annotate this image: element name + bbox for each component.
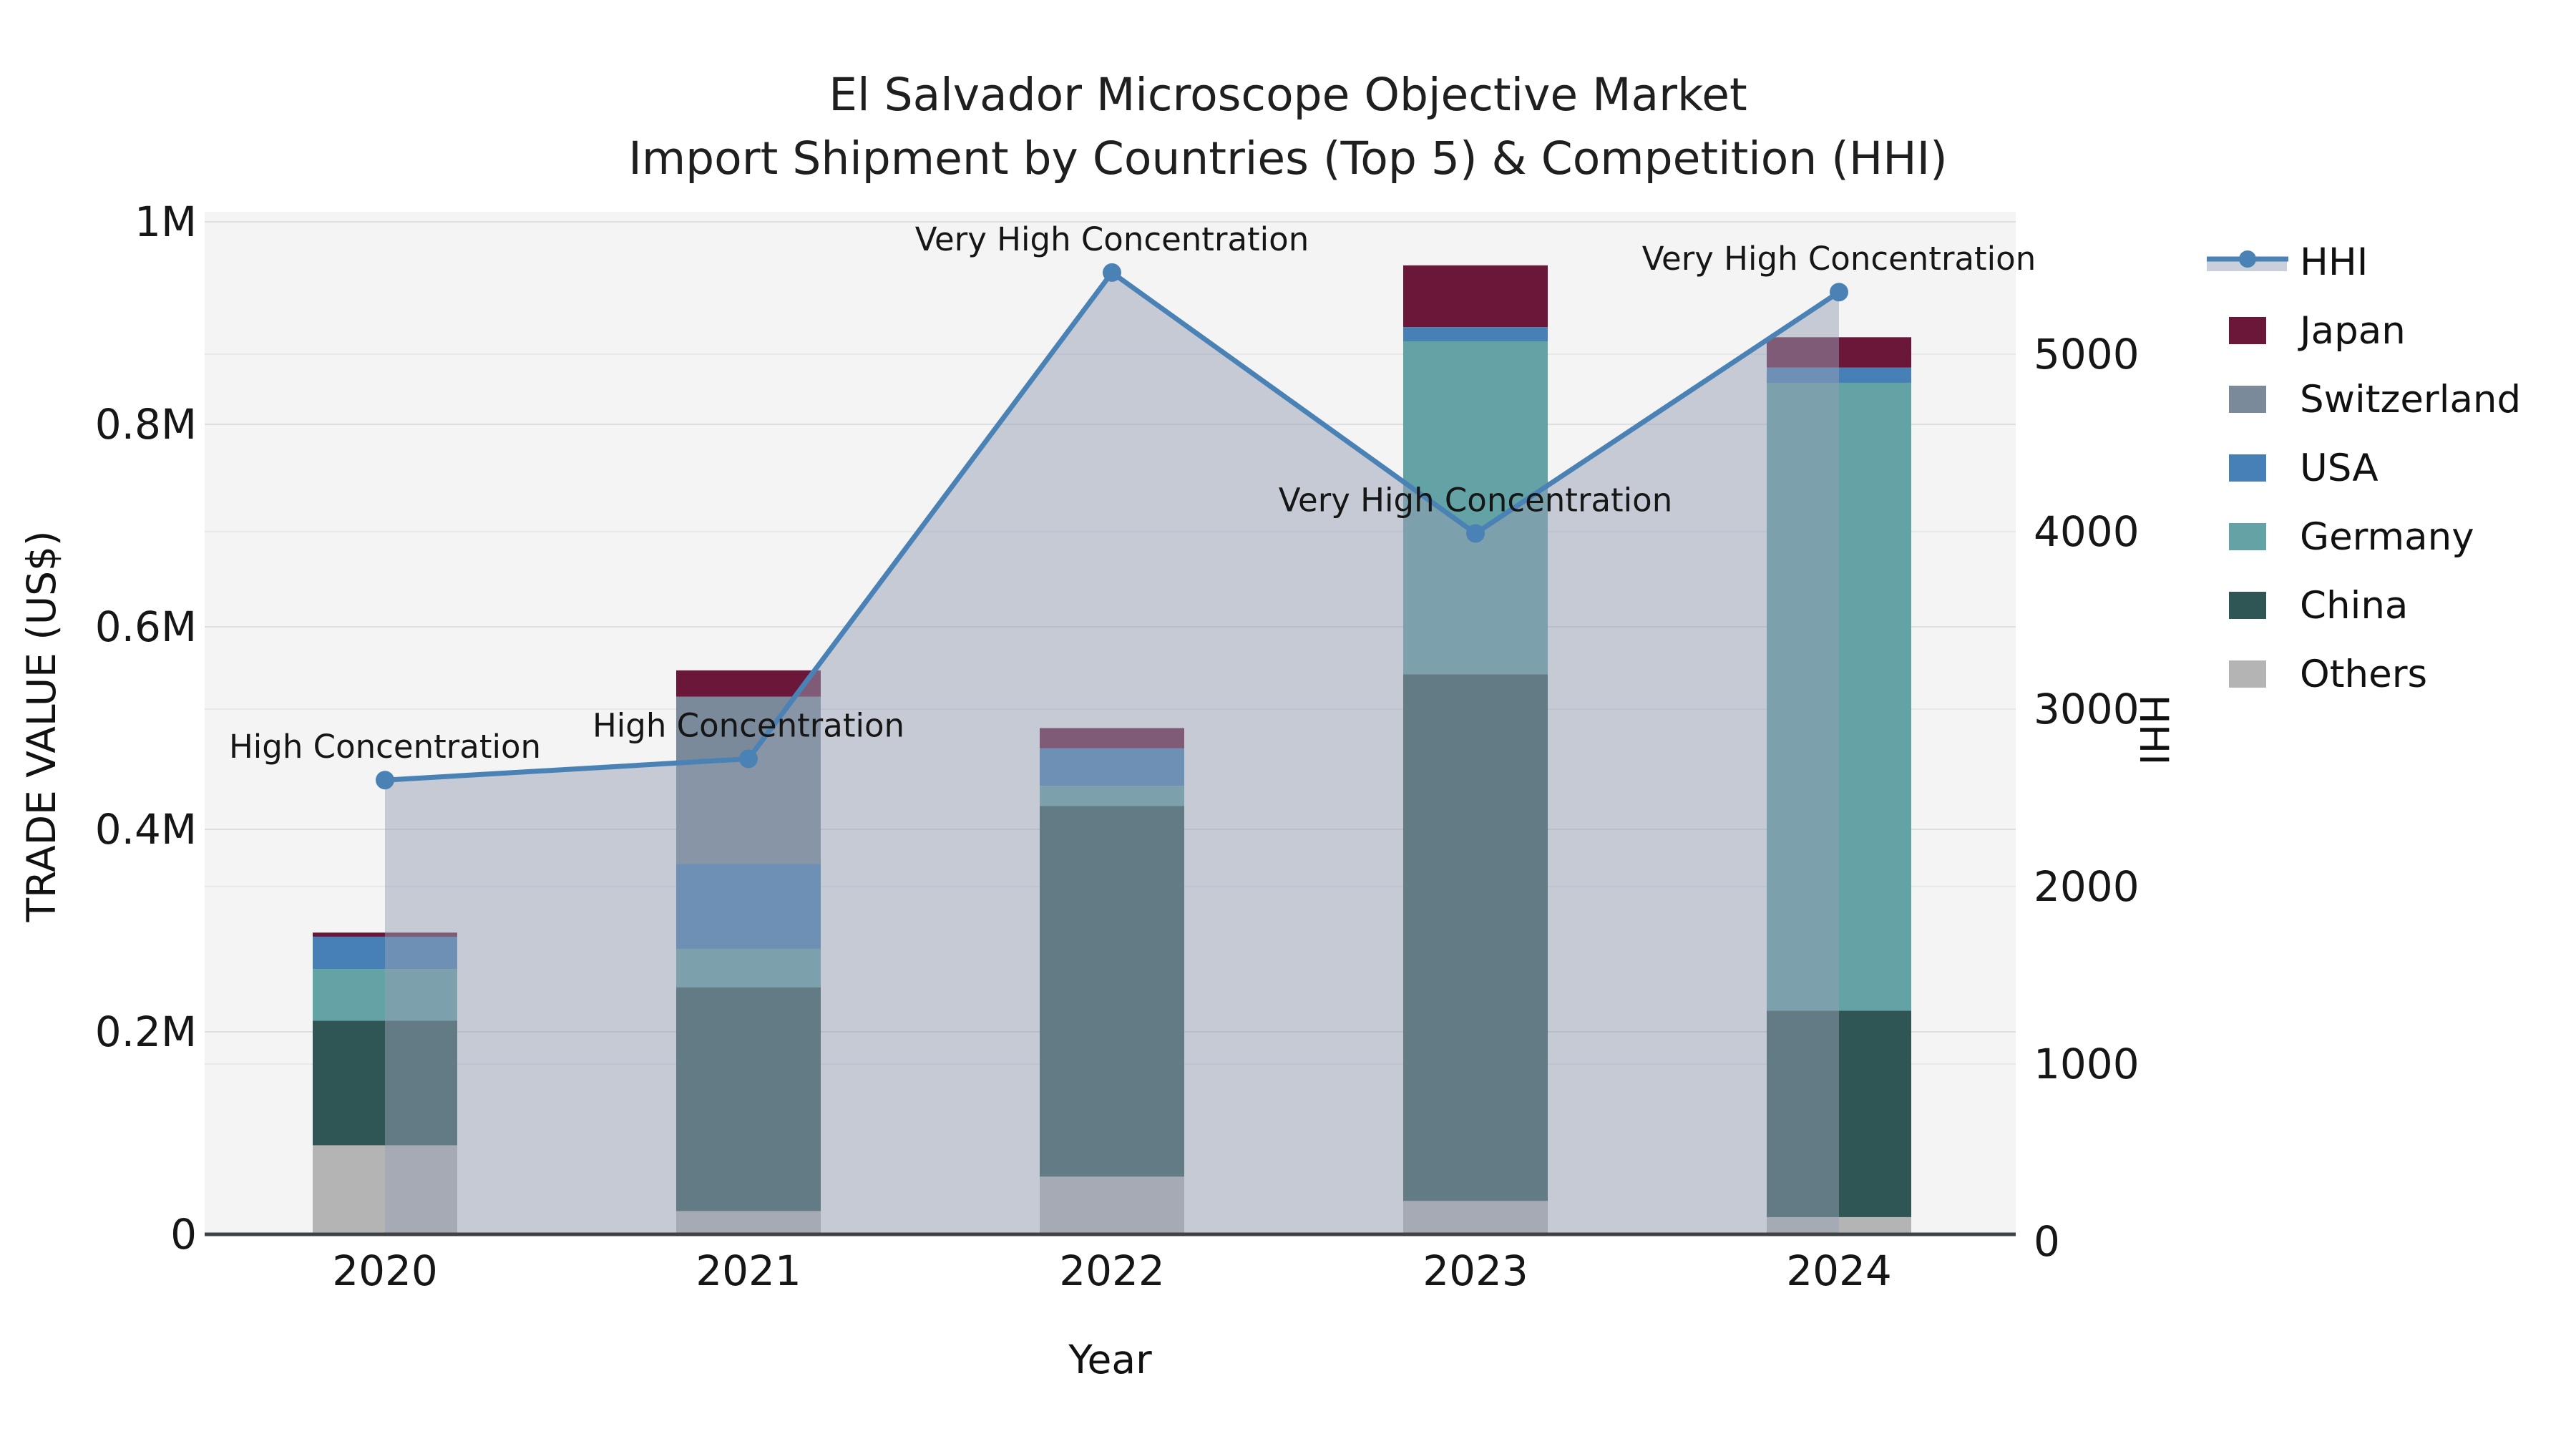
annotation-2020: High Concentration bbox=[229, 728, 541, 766]
xtick-2022: 2022 bbox=[1059, 1246, 1165, 1295]
ytick-left-0: 0 bbox=[170, 1210, 197, 1259]
legend-item-japan-swatch bbox=[2205, 317, 2290, 344]
ytick-right-4000: 4000 bbox=[2034, 507, 2140, 556]
xtick-2020: 2020 bbox=[332, 1246, 438, 1295]
legend-item-usa-swatch bbox=[2205, 454, 2290, 482]
annotation-2023: Very High Concentration bbox=[1279, 481, 1672, 519]
ytick-right-2000: 2000 bbox=[2034, 862, 2140, 911]
ytick-left-0.2M: 0.2M bbox=[95, 1008, 197, 1056]
legend-item-usa-label: USA bbox=[2300, 446, 2379, 490]
hhi-marker-2023 bbox=[1466, 524, 1485, 543]
legend-item-others: Others bbox=[2205, 640, 2521, 708]
chart-title-line2: Import Shipment by Countries (Top 5) & C… bbox=[628, 132, 1948, 185]
xtick-2021: 2021 bbox=[696, 1246, 801, 1295]
legend-item-switzerland: Switzerland bbox=[2205, 365, 2521, 434]
chart-title-line1: El Salvador Microscope Objective Market bbox=[829, 69, 1747, 121]
hhi-marker-2024 bbox=[1830, 283, 1848, 302]
hhi-area bbox=[385, 272, 1839, 1234]
legend: HHI Japan Switzerland USA Germany China Others bbox=[2205, 228, 2521, 708]
legend-item-usa: USA bbox=[2205, 434, 2521, 502]
hhi-marker-2022 bbox=[1103, 263, 1121, 282]
legend-item-hhi-label: HHI bbox=[2300, 240, 2368, 284]
legend-item-germany-label: Germany bbox=[2300, 514, 2474, 559]
annotation-2024: Very High Concentration bbox=[1642, 240, 2036, 278]
legend-item-japan: Japan bbox=[2205, 296, 2521, 365]
bar-segment-usa-2023 bbox=[1403, 327, 1548, 341]
legend-item-japan-label: Japan bbox=[2300, 308, 2406, 353]
right-axis-title: HHI bbox=[2131, 694, 2177, 766]
chart-title: El Salvador Microscope Objective Market … bbox=[0, 63, 2576, 190]
legend-item-china-swatch bbox=[2205, 592, 2290, 619]
legend-item-switzerland-swatch bbox=[2205, 386, 2290, 413]
ytick-right-5000: 5000 bbox=[2034, 330, 2140, 379]
ytick-right-3000: 3000 bbox=[2034, 685, 2140, 733]
legend-item-hhi: HHI bbox=[2205, 228, 2521, 296]
ytick-right-0: 0 bbox=[2034, 1217, 2060, 1266]
legend-item-germany: Germany bbox=[2205, 502, 2521, 571]
hhi-marker-2020 bbox=[376, 771, 394, 790]
legend-item-germany-swatch bbox=[2205, 523, 2290, 550]
legend-item-china-label: China bbox=[2300, 583, 2409, 628]
ytick-right-1000: 1000 bbox=[2034, 1040, 2140, 1088]
bar-segment-japan-2023 bbox=[1403, 265, 1548, 328]
ytick-left-0.4M: 0.4M bbox=[95, 805, 197, 854]
x-axis-title: Year bbox=[1068, 1337, 1152, 1382]
xtick-2024: 2024 bbox=[1786, 1246, 1892, 1295]
ytick-left-0.6M: 0.6M bbox=[95, 602, 197, 651]
left-axis-title: TRADE VALUE (US$) bbox=[19, 530, 64, 922]
legend-item-others-swatch bbox=[2205, 660, 2290, 688]
legend-item-switzerland-label: Switzerland bbox=[2300, 377, 2522, 421]
legend-item-others-label: Others bbox=[2300, 652, 2428, 696]
ytick-left-1M: 1M bbox=[135, 197, 197, 246]
xtick-2023: 2023 bbox=[1423, 1246, 1528, 1295]
annotation-2021: High Concentration bbox=[592, 706, 904, 744]
hhi-marker-2021 bbox=[739, 749, 758, 769]
annotation-2022: Very High Concentration bbox=[915, 220, 1309, 258]
legend-item-hhi-swatch bbox=[2205, 245, 2290, 279]
ytick-left-0.8M: 0.8M bbox=[95, 400, 197, 449]
legend-item-china: China bbox=[2205, 571, 2521, 640]
